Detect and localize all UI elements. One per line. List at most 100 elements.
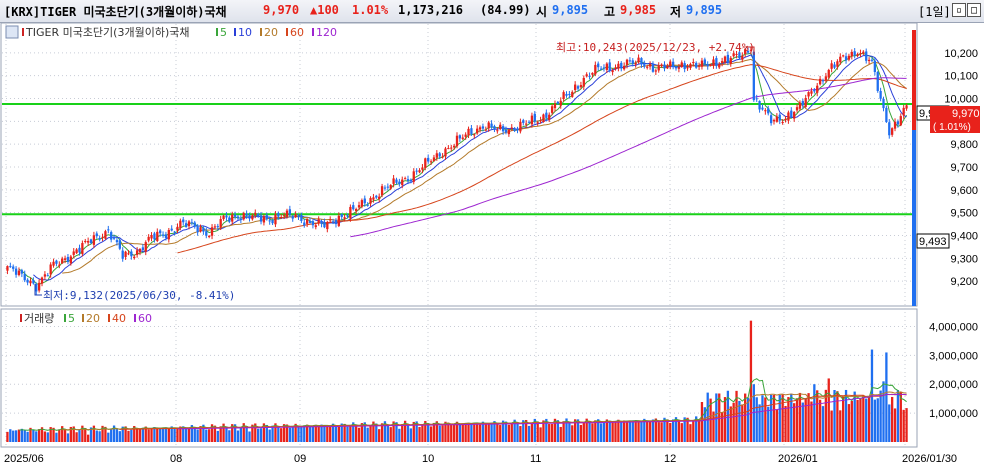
volume-bar — [14, 430, 18, 442]
candle-body — [686, 67, 689, 69]
candle-body — [202, 227, 205, 232]
candle-body — [496, 130, 499, 132]
volume-bar — [473, 422, 476, 442]
candle-body — [461, 137, 464, 139]
candle-body — [793, 111, 796, 119]
candle-body — [605, 63, 609, 70]
candle-body — [548, 114, 551, 120]
restore-icon[interactable]: ▫ — [952, 3, 966, 17]
volume-bar — [35, 431, 38, 442]
scroll-bar-red[interactable] — [912, 30, 916, 130]
scroll-bar-blue[interactable] — [912, 30, 916, 306]
candle-body — [401, 179, 404, 186]
volume-bar — [29, 427, 32, 442]
candle-body — [187, 221, 191, 227]
volume-bar — [631, 420, 634, 442]
candle-body — [844, 56, 848, 61]
candle-body — [346, 215, 349, 217]
volume-bar — [692, 419, 695, 442]
legend-swatch — [286, 28, 288, 36]
volume-bar — [40, 427, 44, 442]
volume-bar — [257, 428, 260, 442]
legend-swatch — [260, 28, 262, 36]
candle-body — [66, 256, 70, 262]
candle-body — [58, 264, 61, 266]
panel-toggle-icon[interactable] — [5, 25, 19, 39]
volume-bar — [527, 425, 531, 442]
volume-bar — [556, 420, 560, 442]
candle-body — [467, 128, 470, 136]
price-tick: 9,600 — [950, 185, 978, 197]
volume-bar — [784, 405, 787, 442]
ticker-title: [KRX]TIGER 미국초단기(3개월이하)국채 — [4, 5, 227, 19]
candle-body — [559, 100, 562, 106]
volume-bar — [222, 423, 225, 442]
volume-bar — [617, 419, 620, 442]
volume-bar — [110, 428, 113, 442]
candle-body — [23, 274, 26, 281]
volume-bar — [807, 393, 810, 442]
date-tick: 2025/06 — [4, 453, 44, 465]
volume-bar — [545, 418, 548, 442]
candle-body — [320, 221, 323, 224]
candle-body — [412, 171, 415, 182]
volume-value: 1,173,216 — [398, 3, 464, 17]
volume-bar — [444, 421, 447, 442]
volume-bar — [288, 427, 292, 442]
volume-bar — [144, 426, 147, 442]
volume-bar — [452, 424, 456, 442]
candle-body — [879, 90, 882, 99]
volume-bar — [225, 427, 228, 442]
candle-body — [173, 231, 176, 233]
volume-bar — [458, 424, 462, 442]
volume-bar — [599, 423, 603, 442]
candle-body — [35, 284, 38, 292]
volume-bar — [447, 422, 450, 442]
low-annotation: 최저:9,132(2025/06/30, -8.41%) — [43, 289, 235, 302]
candle-body — [769, 115, 773, 124]
maximize-icon[interactable]: □ — [967, 3, 981, 17]
candle-body — [323, 222, 326, 228]
volume-bar — [262, 423, 266, 442]
volume-bar — [732, 402, 735, 442]
open-label: 시 — [536, 5, 548, 19]
candle-body — [516, 129, 519, 131]
period-selector[interactable]: [1일] — [918, 5, 951, 19]
candle-body — [490, 123, 493, 128]
candle-body — [850, 51, 853, 57]
candle-body — [392, 178, 395, 184]
volume-bar — [568, 422, 571, 442]
candle-body — [444, 148, 447, 157]
volume-bar — [75, 432, 78, 442]
candle-body — [752, 51, 755, 101]
candle-body — [40, 277, 44, 284]
current-pct-tag — [930, 120, 980, 133]
candle-body — [660, 64, 663, 66]
volume-bar — [882, 381, 885, 442]
low-arrow — [34, 284, 42, 296]
volume-bar — [643, 418, 646, 442]
candle-body — [37, 282, 41, 291]
volume-bar — [193, 427, 196, 442]
candle-body — [233, 214, 237, 217]
support-lines — [2, 102, 916, 216]
volume-bar — [418, 427, 421, 442]
volume-bar — [646, 421, 649, 442]
candle-body — [46, 275, 49, 277]
volume-bar — [818, 399, 822, 442]
candle-body — [280, 217, 283, 219]
candle-body — [147, 236, 150, 241]
candle-body — [744, 49, 747, 54]
candle-body — [677, 67, 681, 69]
candle-body — [138, 248, 142, 253]
candle-body — [842, 55, 845, 57]
volume-bar — [793, 403, 796, 442]
candle-body — [553, 103, 557, 109]
candle-body — [372, 197, 375, 200]
candle-body — [801, 101, 804, 106]
candle-body — [651, 64, 655, 72]
candle-body — [697, 65, 701, 67]
volume-bar — [101, 425, 104, 442]
candle-body — [775, 116, 779, 122]
candle-body — [95, 233, 98, 237]
